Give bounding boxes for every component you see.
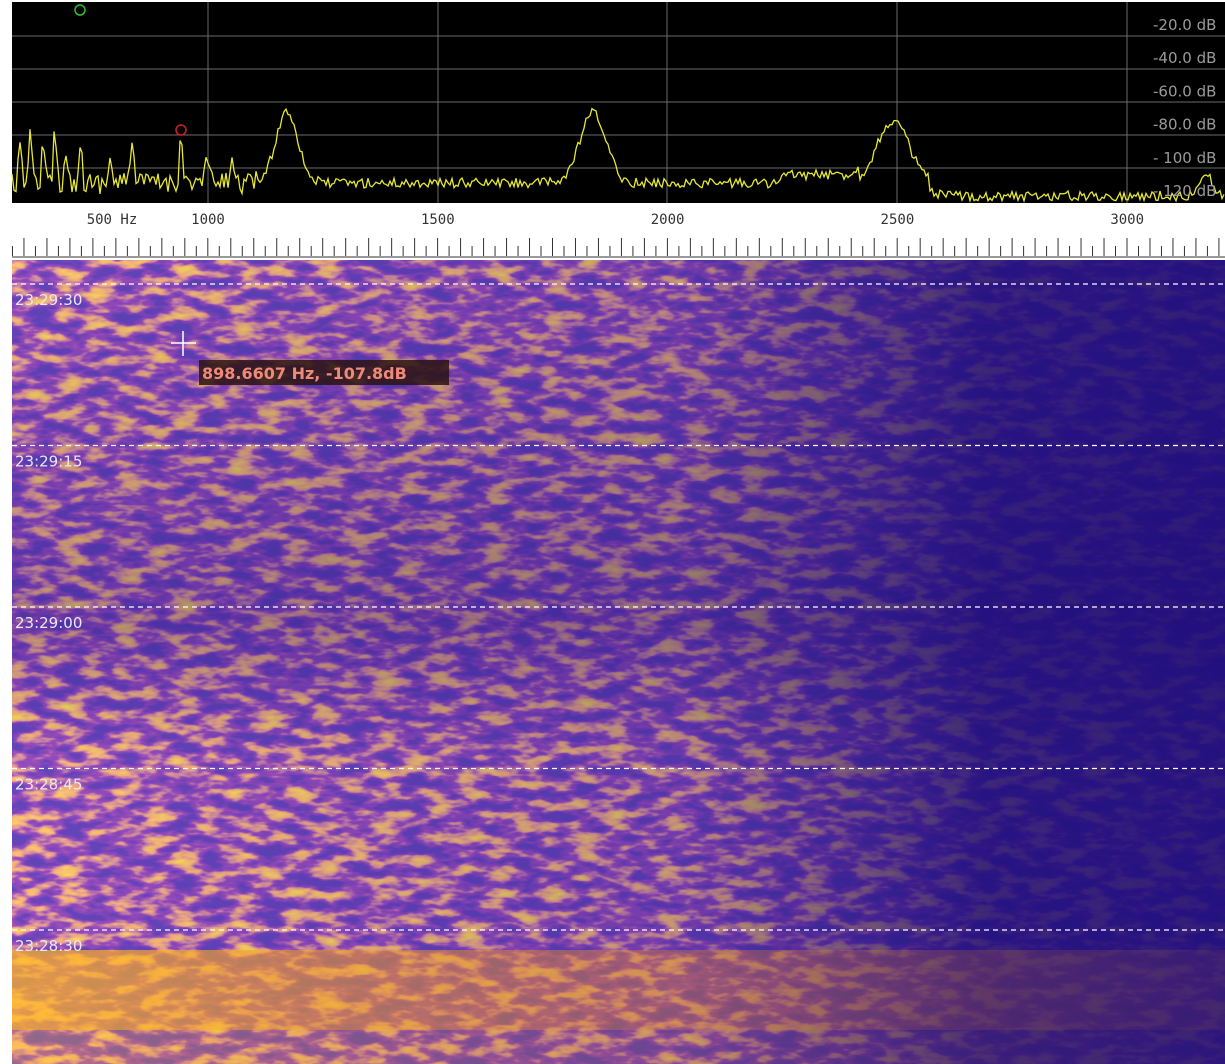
frequency-label: 1500 — [421, 212, 455, 228]
time-label: 23:28:45 — [15, 776, 82, 794]
db-label: -40.0 dB — [1153, 49, 1216, 67]
frequency-label: 2000 — [651, 212, 685, 228]
db-label: -20.0 dB — [1153, 16, 1216, 34]
frequency-label: 2500 — [881, 212, 915, 228]
waterfall-band — [12, 950, 1225, 1030]
time-label: 23:29:15 — [15, 453, 82, 471]
db-label: -80.0 dB — [1153, 116, 1216, 134]
db-label: - 100 dB — [1153, 149, 1216, 167]
frequency-label: 3000 — [1110, 212, 1144, 228]
frequency-label: 500 Hz — [87, 212, 138, 228]
frequency-label: 1000 — [191, 212, 225, 228]
time-label: 23:28:30 — [15, 937, 82, 955]
time-label: 23:29:00 — [15, 614, 82, 632]
db-label: -60.0 dB — [1153, 82, 1216, 100]
spectrum-analyzer: -20.0 dB -40.0 dB -60.0 dB -80.0 dB - 100 dB… — [0, 0, 1225, 1064]
waterfall-shade — [12, 260, 1225, 1064]
waterfall-band — [12, 1030, 1225, 1064]
cursor-readout: 898.6607 Hz, -107.8dB — [202, 364, 407, 383]
time-label: 23:29:30 — [15, 291, 82, 309]
db-label: - 120 dB — [1153, 182, 1216, 200]
frequency-ruler — [0, 203, 1225, 260]
